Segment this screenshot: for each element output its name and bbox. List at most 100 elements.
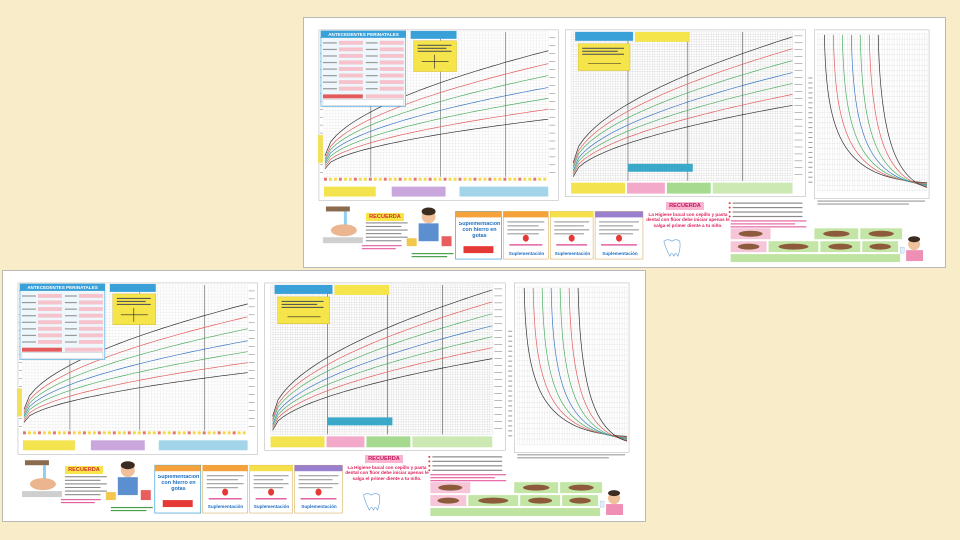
age-tick-cell (528, 177, 532, 181)
form-field (365, 94, 404, 99)
hands (29, 478, 56, 491)
supplement-box-header (249, 465, 293, 472)
form-label (64, 334, 77, 337)
breastmilk-note (300, 498, 337, 500)
supplement-text (206, 483, 244, 485)
form-label (365, 81, 378, 83)
growth-curve (23, 351, 248, 419)
form-label (64, 308, 77, 310)
age-tick-cell (413, 177, 417, 181)
growth-curve (272, 358, 493, 431)
axis-label-strip (508, 360, 513, 362)
age-tick-cell (348, 177, 352, 181)
age-tick-cell (22, 431, 26, 435)
bullet-text (732, 206, 803, 209)
age-tick-cell (408, 177, 412, 181)
trend-text (582, 53, 625, 55)
breastmilk-note (556, 244, 588, 246)
bullet (428, 455, 431, 458)
form-label (365, 88, 378, 90)
axis-label-strip (508, 370, 513, 372)
axis-label-strip (508, 340, 513, 342)
water-stream (343, 211, 347, 227)
supplement-box-header (595, 211, 643, 218)
age-tick-cell (142, 431, 146, 435)
child-body (906, 250, 924, 262)
faucet (24, 460, 49, 466)
age-tick-cell (363, 177, 367, 181)
axis-label-strip (808, 166, 813, 168)
growth-curve (23, 328, 248, 415)
trend-text (116, 303, 151, 305)
age-band (323, 186, 376, 197)
age-tick-cell (483, 177, 487, 181)
growth-curve (550, 287, 628, 440)
form-label (365, 68, 378, 70)
recuerda-list-line (64, 490, 107, 492)
age-tick-cell (338, 177, 342, 181)
age-tick-cell (27, 431, 31, 435)
form-label (322, 55, 337, 57)
age-tick-cell (67, 431, 71, 435)
age-tick-cell (448, 177, 452, 181)
age-tick-cell (122, 431, 126, 435)
form-label (322, 42, 337, 44)
age-tick-cell (538, 177, 542, 181)
age-tick-cell (343, 177, 347, 181)
axis-label-strip (508, 385, 513, 387)
form-field (78, 307, 103, 312)
axis-label-strip (808, 77, 813, 79)
axis-label-strip (508, 405, 513, 407)
axis-label-strip (808, 137, 813, 139)
axis-label-strip (16, 388, 22, 417)
axis-label-strip (317, 135, 323, 163)
axis-label-strip (808, 87, 813, 89)
form-label (322, 75, 337, 77)
length-curves (272, 289, 493, 431)
form-field (37, 333, 62, 338)
form-field (78, 300, 103, 305)
supplement-text (298, 483, 339, 485)
age-tick-cell (242, 431, 246, 435)
axis-label-strip (808, 181, 813, 183)
age-tick-cell (117, 431, 121, 435)
form-label (322, 48, 337, 51)
chart-frame (814, 29, 930, 199)
age-tick-cell (323, 177, 327, 181)
child-hair (421, 207, 436, 216)
trend-text (582, 47, 625, 49)
length-header-bar (274, 284, 333, 294)
feeding-note (730, 226, 807, 228)
age-band (326, 436, 365, 448)
axis-label-strip (808, 122, 813, 124)
age-band (571, 182, 625, 194)
axis-label-strip (808, 142, 813, 143)
food-image (569, 497, 591, 504)
recuerda-list-line (365, 222, 408, 224)
bullet-text (432, 469, 503, 471)
age-tick-cell (237, 431, 241, 435)
form-field (338, 47, 363, 52)
form-field (338, 67, 363, 71)
axis-label-strip (508, 420, 513, 422)
breastmilk-note (509, 244, 543, 246)
iron-box-header (154, 465, 201, 472)
age-tick-cell (353, 177, 357, 181)
form-field (78, 313, 103, 318)
supplement-text (206, 479, 239, 481)
water-stream (42, 465, 46, 481)
age-tick-cell (202, 431, 206, 435)
food-image (568, 484, 594, 491)
form-field (379, 86, 404, 91)
bullet-text (732, 202, 803, 204)
axis-label-strip (808, 92, 813, 94)
form-field (379, 53, 404, 58)
age-band (626, 182, 665, 194)
age-band (412, 436, 493, 448)
age-tick-cell (443, 177, 447, 181)
age-tick-cell (393, 177, 397, 181)
child-body (117, 477, 138, 496)
length-label-box (334, 284, 390, 295)
age-tick-cell (47, 431, 51, 435)
growth-curve (23, 340, 248, 417)
